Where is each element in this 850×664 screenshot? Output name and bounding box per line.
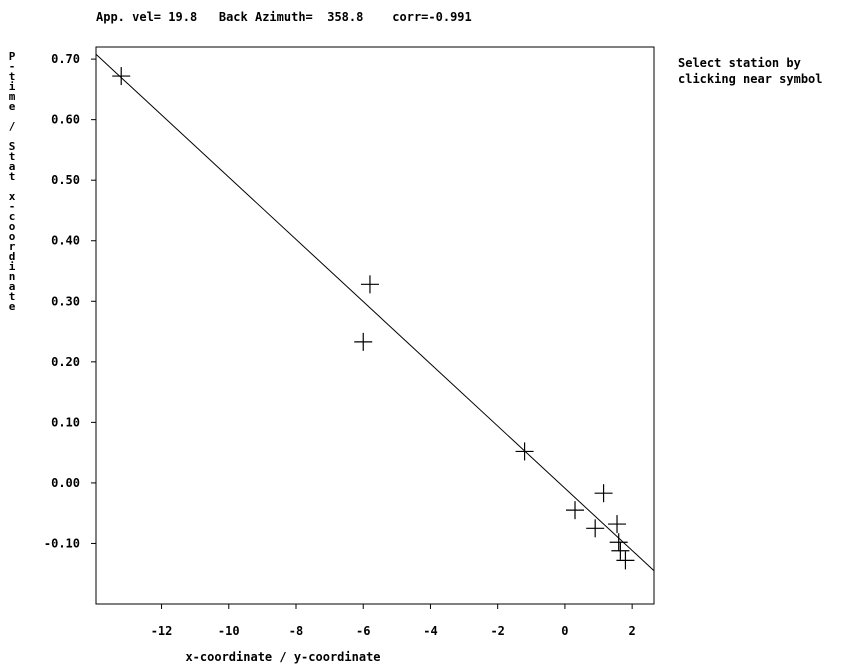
chart-header: App. vel= 19.8 Back Azimuth= 358.8 corr=… [96, 10, 472, 24]
station-point-7[interactable] [594, 484, 613, 503]
x-tick-label: -10 [218, 624, 240, 638]
station-point-9[interactable] [609, 533, 628, 552]
y-tick-label: 0.00 [51, 476, 80, 490]
x-axis-label: x-coordinate / y-coordinate [185, 650, 380, 664]
instruction-line-1: Select station by [678, 56, 801, 70]
y-tick-label: 0.40 [51, 234, 80, 248]
station-point-1[interactable] [112, 67, 131, 86]
instruction-text: Select station by clicking near symbol [678, 55, 848, 87]
station-point-2[interactable] [360, 275, 379, 294]
y-tick-label: 0.30 [51, 294, 80, 308]
back-azimuth-label: Back Azimuth= [218, 10, 313, 24]
corr-value: -0.991 [428, 10, 472, 24]
y-tick-label: 0.70 [51, 52, 80, 66]
instruction-line-2: clicking near symbol [678, 72, 823, 86]
station-point-11[interactable] [616, 551, 635, 570]
y-tick-label: 0.50 [51, 173, 80, 187]
station-point-5[interactable] [566, 501, 585, 520]
y-tick-label: 0.60 [51, 113, 80, 127]
y-tick-label: 0.20 [51, 355, 80, 369]
station-point-3[interactable] [354, 332, 373, 351]
x-tick-label: -6 [356, 624, 370, 638]
station-point-6[interactable] [586, 519, 605, 538]
corr-label: corr= [392, 10, 429, 24]
station-point-4[interactable] [515, 442, 534, 461]
x-tick-label: -8 [289, 624, 303, 638]
x-tick-label: 2 [629, 624, 636, 638]
station-point-8[interactable] [608, 515, 627, 534]
x-tick-label: -12 [151, 624, 173, 638]
x-axis-ticks: -12 -10 -8 -6 -4 -2 0 2 [151, 604, 636, 638]
plot-frame [95, 46, 655, 605]
y-axis-ticks: 0.70 0.60 0.50 0.40 0.30 0.20 0.10 0.00 -0.10 [44, 52, 96, 550]
regression-line [95, 53, 655, 572]
app-vel-value: 19.8 [168, 10, 198, 24]
data-points[interactable] [112, 67, 635, 570]
x-tick-label: -4 [423, 624, 437, 638]
station-point-10[interactable] [611, 541, 630, 560]
app-vel-label: App. vel= [96, 10, 162, 24]
y-tick-label: -0.10 [44, 536, 80, 550]
y-tick-label: 0.10 [51, 415, 80, 429]
x-tick-label: 0 [561, 624, 568, 638]
back-azimuth-value: 358.8 [327, 10, 364, 24]
x-tick-label: -2 [490, 624, 504, 638]
